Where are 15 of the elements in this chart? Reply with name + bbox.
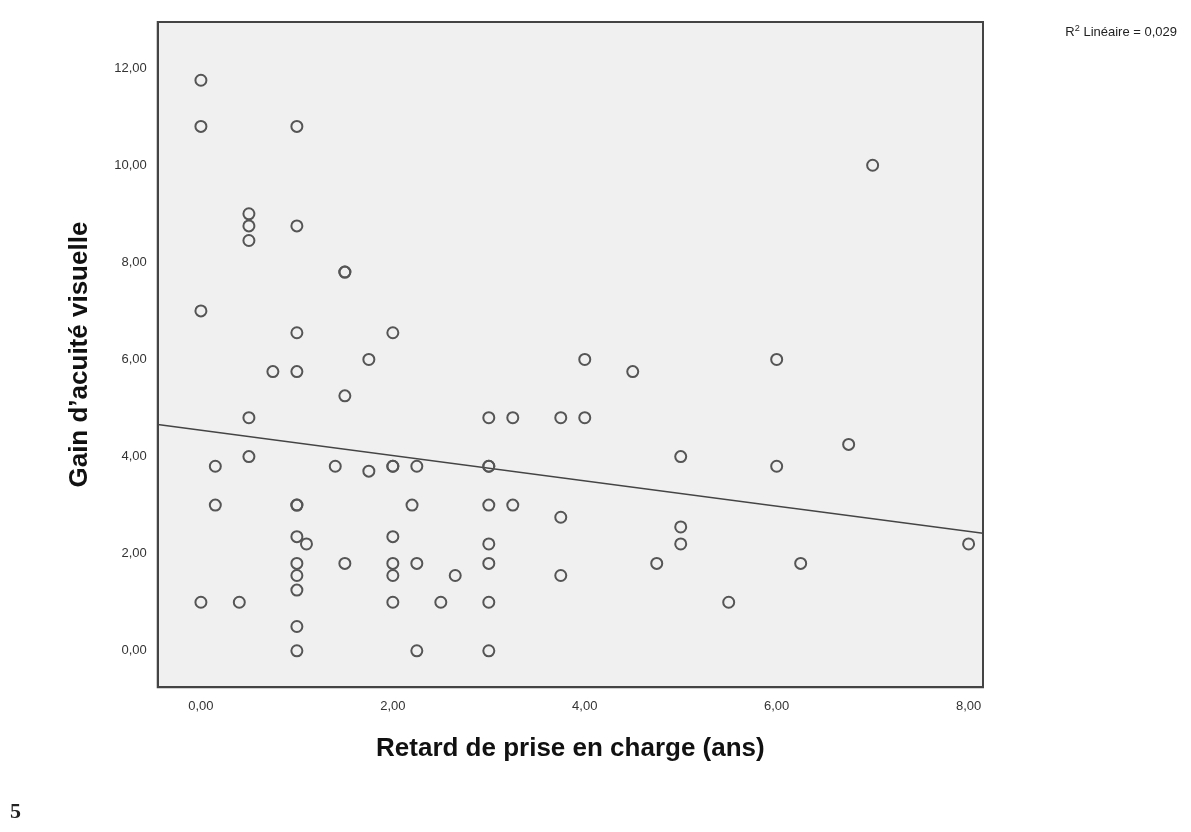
y-tick-label: 2,00 <box>121 545 147 561</box>
y-axis-title: Gain d’acuité visuelle <box>62 221 93 488</box>
y-tick-label: 10,00 <box>114 156 147 172</box>
text: 5 <box>10 798 21 823</box>
x-tick-label: 8,00 <box>955 697 982 713</box>
y-tick-label: 4,00 <box>121 448 147 464</box>
y-tick-label: 12,00 <box>114 59 147 75</box>
x-axis-title: Retard de prise en charge (ans) <box>376 731 765 762</box>
x-tick-label: 6,00 <box>764 697 790 713</box>
x-tick-label: 0,00 <box>188 697 214 713</box>
x-tick-label: 4,00 <box>572 697 598 713</box>
x-tick-label: 2,00 <box>380 697 406 713</box>
y-tick-label: 0,00 <box>121 642 147 658</box>
y-tick-label: 8,00 <box>121 253 147 269</box>
y-tick-label: 6,00 <box>121 351 147 367</box>
